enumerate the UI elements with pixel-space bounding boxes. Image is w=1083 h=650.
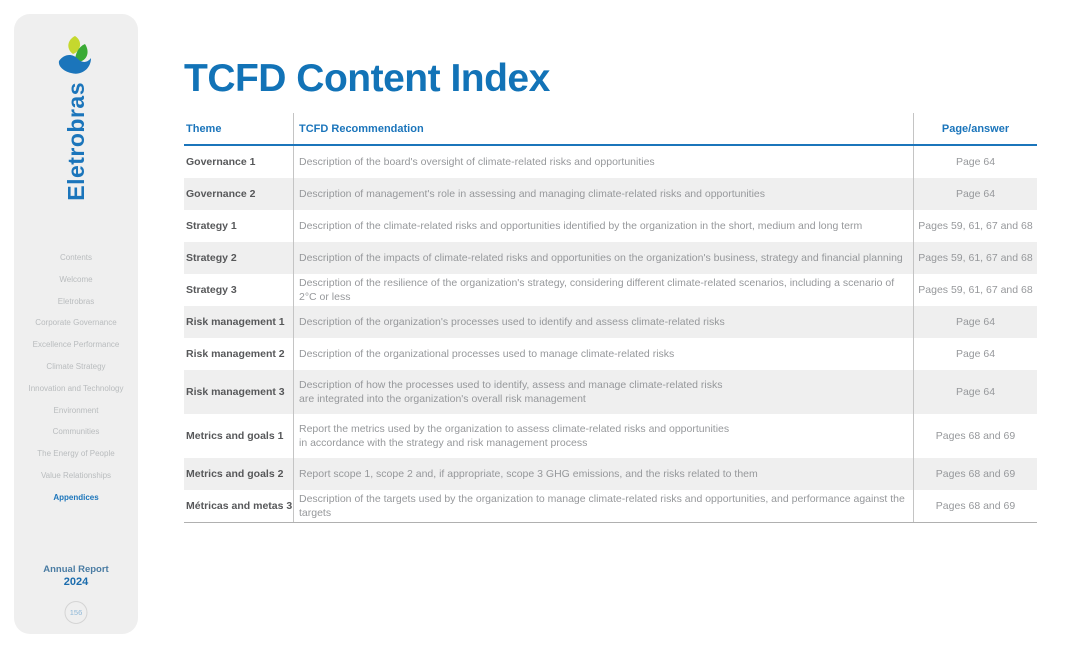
theme-cell: Governance 2	[186, 188, 256, 200]
recommendation-cell: Report scope 1, scope 2 and, if appropri…	[293, 458, 913, 490]
sidebar-item-climate-strategy[interactable]: Climate Strategy	[46, 361, 106, 371]
recommendation-cell: Description of the impacts of climate-re…	[293, 242, 913, 274]
table-row: Strategy 2 Description of the impacts of…	[184, 242, 1037, 274]
sidebar-item-corporate-governance[interactable]: Corporate Governance	[35, 318, 117, 328]
page-answer-cell: Page 64	[913, 306, 1037, 338]
theme-cell: Risk management 3	[186, 386, 285, 398]
table-row: Governance 1 Description of the board's …	[184, 146, 1037, 178]
page-number-badge: 156	[64, 601, 88, 624]
page-answer-cell: Page 64	[913, 370, 1037, 414]
recommendation-cell: Description of the climate-related risks…	[293, 210, 913, 242]
sidebar-item-eletrobras[interactable]: Eletrobras	[57, 296, 95, 306]
page-answer-cell: Pages 68 and 69	[913, 458, 1037, 490]
page-answer-cell: Page 64	[913, 178, 1037, 210]
sidebar-item-excellence-performance[interactable]: Excellence Performance	[32, 340, 120, 350]
sidebar-item-welcome[interactable]: Welcome	[59, 274, 93, 284]
page-answer-cell: Pages 59, 61, 67 and 68	[913, 210, 1037, 242]
logo-block: Eletrobras	[14, 34, 138, 201]
table-row: Strategy 3 Description of the resilience…	[184, 274, 1037, 306]
theme-cell: Métricas and metas 3	[186, 500, 293, 512]
sidebar-item-contents[interactable]: Contents	[59, 253, 93, 262]
sidebar-item-appendices[interactable]: Appendices	[53, 492, 99, 502]
recommendation-cell: Description of the board's oversight of …	[293, 146, 913, 178]
report-name: Annual Report	[43, 564, 109, 575]
table-row: Risk management 2 Description of the org…	[184, 338, 1037, 370]
theme-cell: Strategy 2	[186, 252, 237, 264]
recommendation-cell: Report the metrics used by the organizat…	[293, 414, 913, 458]
sidebar-item-innovation-and-technology[interactable]: Innovation and Technology	[28, 383, 124, 393]
table-row: Metrics and goals 1 Report the metrics u…	[184, 414, 1037, 458]
logo-wordmark: Eletrobras	[62, 82, 89, 201]
sidebar-nav: Contents Welcome Eletrobras Corporate Go…	[14, 253, 138, 503]
recommendation-cell: Description of management's role in asse…	[293, 178, 913, 210]
page-answer-cell: Page 64	[913, 146, 1037, 178]
theme-cell: Strategy 3	[186, 284, 237, 296]
page-title: TCFD Content Index	[184, 57, 550, 100]
page-answer-cell: Pages 59, 61, 67 and 68	[913, 274, 1037, 306]
table-row: Métricas and metas 3 Description of the …	[184, 490, 1037, 522]
tcfd-content-index-table: Theme TCFD Recommendation Page/answer Go…	[184, 113, 1037, 523]
page-answer-cell: Pages 59, 61, 67 and 68	[913, 242, 1037, 274]
theme-cell: Risk management 1	[186, 316, 285, 328]
sidebar: Eletrobras Contents Welcome Eletrobras C…	[14, 14, 138, 634]
page-answer-cell: Page 64	[913, 338, 1037, 370]
theme-cell: Risk management 2	[186, 348, 285, 360]
header-recommendation: TCFD Recommendation	[293, 113, 913, 144]
sidebar-item-energy-of-people[interactable]: The Energy of People	[37, 449, 115, 459]
sidebar-item-value-relationships[interactable]: Value Relationships	[40, 470, 112, 480]
header-page-answer: Page/answer	[913, 113, 1037, 144]
sidebar-item-communities[interactable]: Communities	[52, 427, 100, 437]
table-row: Metrics and goals 2 Report scope 1, scop…	[184, 458, 1037, 490]
page-answer-cell: Pages 68 and 69	[913, 414, 1037, 458]
table-row: Strategy 1 Description of the climate-re…	[184, 210, 1037, 242]
table-row: Risk management 1 Description of the org…	[184, 306, 1037, 338]
recommendation-cell: Description of how the processes used to…	[293, 370, 913, 414]
theme-cell: Metrics and goals 2	[186, 468, 284, 480]
page-answer-cell: Pages 68 and 69	[913, 490, 1037, 522]
table-body: Governance 1 Description of the board's …	[184, 146, 1037, 523]
theme-cell: Governance 1	[186, 156, 256, 168]
eletrobras-logo-icon	[58, 36, 91, 74]
table-header-row: Theme TCFD Recommendation Page/answer	[184, 113, 1037, 146]
theme-cell: Strategy 1	[186, 220, 237, 232]
sidebar-item-environment[interactable]: Environment	[53, 405, 99, 415]
table-row: Governance 2 Description of management's…	[184, 178, 1037, 210]
report-year: 2024	[63, 576, 89, 588]
table-row: Risk management 3 Description of how the…	[184, 370, 1037, 414]
theme-cell: Metrics and goals 1	[186, 430, 284, 442]
recommendation-cell: Description of the targets used by the o…	[293, 490, 913, 522]
recommendation-cell: Description of the organization's proces…	[293, 306, 913, 338]
header-theme: Theme	[186, 122, 222, 135]
recommendation-cell: Description of the resilience of the org…	[293, 274, 913, 306]
recommendation-cell: Description of the organizational proces…	[293, 338, 913, 370]
report-block: Annual Report 2024	[14, 564, 138, 588]
